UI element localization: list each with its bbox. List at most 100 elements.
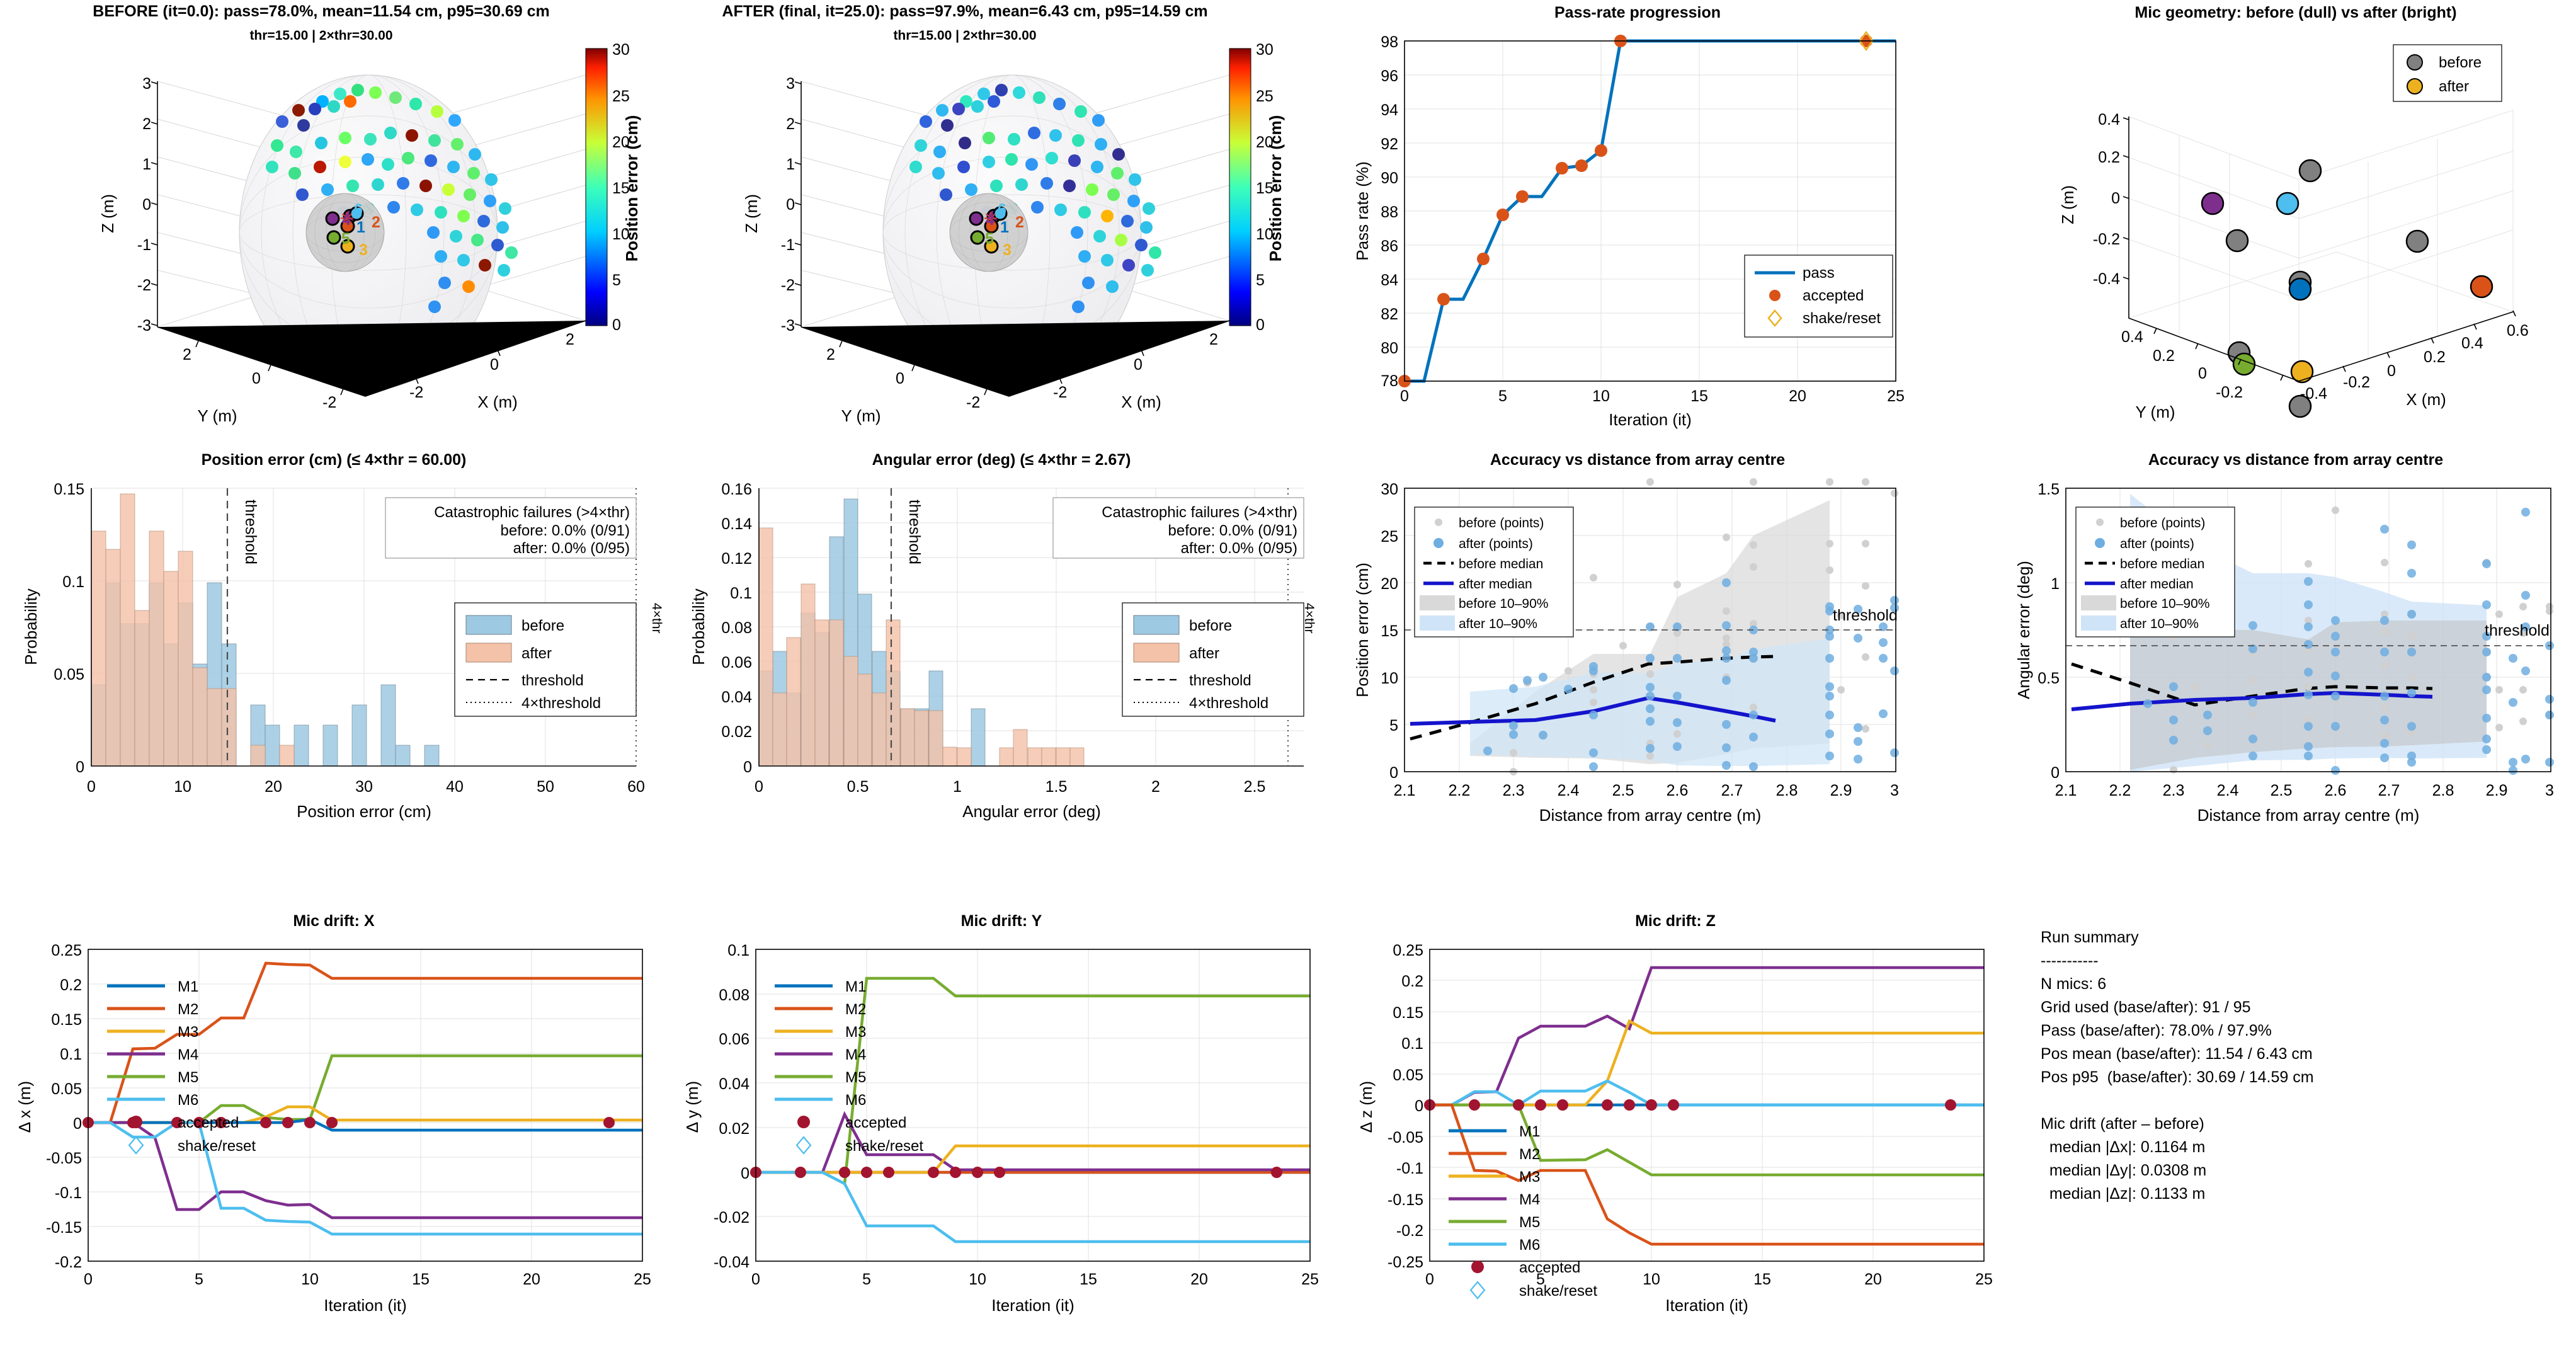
acc-pos-legend[interactable]: before (points) after (points) before me… [1414, 506, 1574, 638]
pos-hist-legend[interactable]: before after threshold 4×threshold [454, 602, 637, 717]
svg-text:5: 5 [195, 1271, 203, 1288]
hist-bars-after [758, 527, 1085, 767]
svg-text:2.4: 2.4 [1558, 782, 1580, 799]
svg-text:1: 1 [953, 778, 962, 796]
ground-axis-ticks: 2 0 -2 -2 0 2 [183, 331, 574, 411]
z-axis-label: Z (m) [98, 194, 117, 233]
x-axis-ticks: 2.1 2.2 2.3 2.4 2.5 2.6 2.7 2.8 2.9 3 [2055, 782, 2554, 799]
mic-geom-legend[interactable]: before after [2393, 44, 2502, 102]
svg-text:20: 20 [523, 1271, 540, 1288]
svg-text:0.12: 0.12 [721, 550, 752, 568]
svg-text:96: 96 [1381, 67, 1398, 85]
svg-text:0.1: 0.1 [730, 585, 752, 602]
legend-label-m1: M1 [178, 978, 198, 995]
svg-text:30: 30 [612, 41, 630, 59]
run-summary-line-2: Pass (base/after): 78.0% / 97.9% [2041, 1022, 2272, 1039]
threshold-text: threshold [1833, 607, 1898, 624]
drift-z-series [1430, 966, 1984, 1245]
svg-text:20: 20 [1256, 134, 1274, 151]
drift-x-legend[interactable]: M1 M2 M3 M4 M5 M6 accepted shake/reset [107, 978, 256, 1155]
accepted-markers [1424, 1099, 1956, 1111]
svg-text:0.2: 0.2 [2098, 149, 2120, 166]
drift-x-title: Mic drift: X [293, 912, 375, 930]
panel-run-summary: Run summary ----------- N mics: 6 Grid u… [2041, 926, 2576, 1367]
svg-text:-0.2: -0.2 [1396, 1222, 1423, 1240]
run-summary-drift-1: median |Δy|: 0.0308 m [2041, 1162, 2207, 1179]
svg-text:2: 2 [566, 331, 574, 348]
pass-rate-legend[interactable]: pass accepted shake/reset [1744, 255, 1893, 338]
run-summary-rule: ----------- [2041, 952, 2099, 969]
x-axis-label: Iteration (it) [1609, 410, 1692, 429]
svg-text:-0.15: -0.15 [46, 1219, 82, 1237]
svg-text:10: 10 [969, 1271, 986, 1288]
before-3d-title: BEFORE (it=0.0): pass=78.0%, mean=11.54 … [93, 3, 550, 20]
svg-text:10: 10 [1592, 387, 1610, 405]
panel-pass-rate: Pass-rate progression 98 96 94 92 90 88 86 84… [1353, 0, 1921, 441]
svg-text:-0.4: -0.4 [2300, 385, 2327, 403]
before-3d-subtitle: thr=15.00 | 2×thr=30.00 [249, 28, 393, 43]
legend-label-before: before [521, 617, 564, 634]
y-axis-label: Δ z (m) [1357, 1081, 1376, 1133]
y-axis-label: Y (m) [2135, 403, 2175, 421]
y-axis-label: Position error (cm) [1353, 563, 1372, 697]
y-axis-label: Δ y (m) [683, 1081, 702, 1133]
catastrophic-failures-box: Catastrophic failures (>4×thr) before: 0… [385, 497, 637, 559]
y-axis-label: Δ x (m) [15, 1081, 34, 1133]
svg-text:0.06: 0.06 [719, 1031, 749, 1048]
y-axis-label: Angular error (deg) [2014, 561, 2033, 699]
y-axis-ticks: 0.4 0.2 0 -0.2 [2121, 328, 2243, 401]
svg-text:0.4: 0.4 [2461, 335, 2483, 352]
svg-text:20: 20 [1190, 1271, 1208, 1288]
y-axis-label: Y (m) [841, 406, 881, 425]
acc-ang-legend[interactable]: before (points) after (points) before me… [2075, 506, 2235, 638]
svg-text:0: 0 [743, 758, 752, 776]
svg-text:5: 5 [862, 1271, 871, 1288]
svg-text:82: 82 [1381, 306, 1398, 323]
legend-label-before-band: before 10–90% [1459, 597, 1548, 611]
svg-text:30: 30 [355, 778, 373, 796]
x-axis-ticks: 0 0.5 1 1.5 2 2.5 [755, 778, 1265, 796]
ground-axis-ticks: 2 0 -2 -2 0 2 [826, 331, 1218, 411]
svg-text:0: 0 [1389, 764, 1398, 782]
annot-line-3: after: 0.0% (0/95) [1181, 540, 1297, 557]
svg-text:5: 5 [985, 230, 994, 248]
legend-label-m1: M1 [1519, 1123, 1540, 1140]
svg-text:3: 3 [142, 75, 151, 93]
svg-text:1: 1 [142, 156, 151, 173]
svg-text:0.04: 0.04 [721, 689, 752, 706]
y-axis-ticks: 0.25 0.2 0.15 0.1 0.05 0 -0.05 -0.1 -0.15 -0.2 [46, 942, 82, 1271]
svg-text:20: 20 [265, 778, 282, 796]
ang-hist-legend[interactable]: before after threshold 4×threshold [1122, 602, 1304, 717]
svg-text:-0.15: -0.15 [1388, 1191, 1423, 1209]
drift-x-axes: 0.25 0.2 0.15 0.1 0.05 0 -0.05 -0.1 -0.15 -0.2… [15, 942, 651, 1315]
svg-text:3: 3 [1003, 241, 1012, 259]
svg-text:5: 5 [1389, 717, 1398, 735]
svg-text:0: 0 [741, 1165, 749, 1182]
legend-label-shake: shake/reset [845, 1138, 923, 1155]
svg-text:0: 0 [2111, 190, 2120, 207]
panel-before-3d: BEFORE (it=0.0): pass=78.0%, mean=11.54 … [0, 0, 642, 441]
four-thr-text: 4×thr [649, 603, 664, 633]
svg-text:0.06: 0.06 [721, 654, 752, 672]
svg-text:0.05: 0.05 [51, 1080, 82, 1098]
mic-markers [969, 206, 1008, 254]
pos-hist-axes: threshold 4×thr 0.15 0.1 0.05 0 0 10 20 30 40… [21, 481, 664, 821]
drift-y-legend[interactable]: M1 M2 M3 M4 M5 M6 accepted shake/reset [775, 978, 923, 1155]
legend-label-m2: M2 [845, 1001, 866, 1018]
legend-label-m3: M3 [178, 1024, 198, 1041]
y-axis-label: Y (m) [197, 406, 237, 425]
svg-text:0.25: 0.25 [1393, 942, 1423, 959]
svg-text:-0.2: -0.2 [2343, 374, 2370, 391]
svg-text:2.4: 2.4 [2217, 782, 2239, 799]
legend-label-before: before [2439, 54, 2482, 71]
svg-text:0: 0 [87, 778, 96, 796]
colorbar-label: Position error (cm) [1266, 115, 1285, 261]
x-axis-label: Iteration (it) [1665, 1296, 1748, 1315]
svg-text:1: 1 [1000, 219, 1009, 236]
legend-label-shake: shake/reset [1803, 310, 1881, 327]
svg-text:25: 25 [612, 88, 630, 105]
svg-text:0.16: 0.16 [721, 481, 752, 498]
y-axis-ticks: 30 25 20 15 10 5 0 [1381, 481, 1398, 782]
drift-z-legend[interactable]: M1 M2 M3 M4 M5 M6 accepted shake/reset [1449, 1123, 1597, 1300]
svg-text:-0.02: -0.02 [714, 1209, 749, 1227]
